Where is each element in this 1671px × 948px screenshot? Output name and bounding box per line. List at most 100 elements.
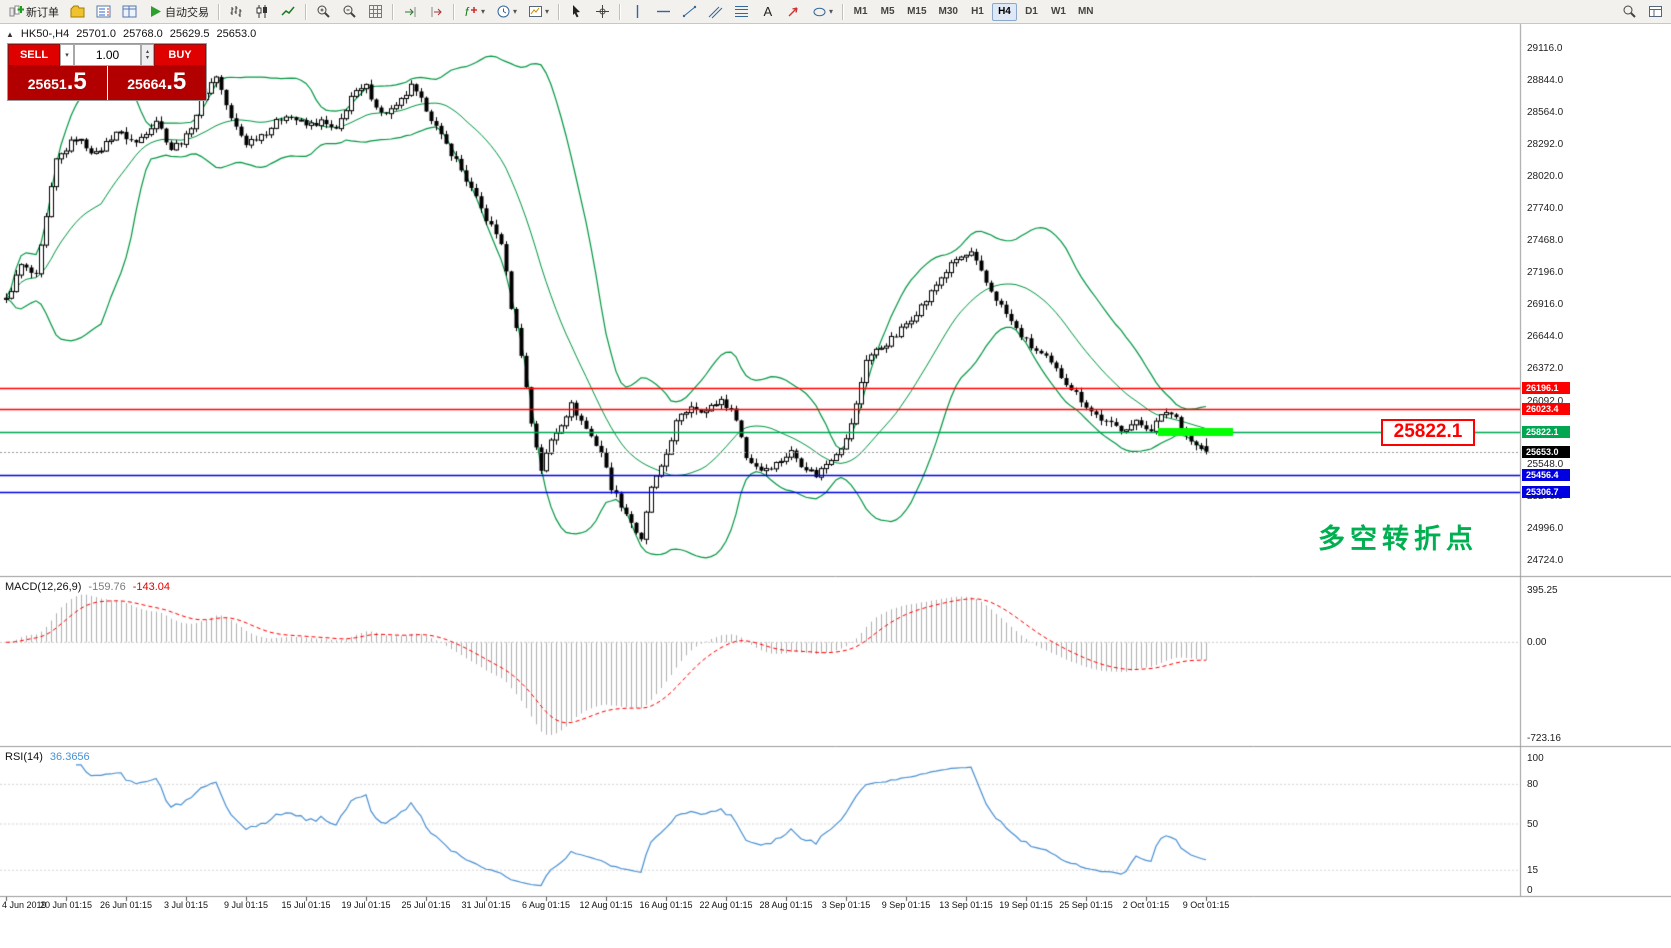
timeframe-m1-button[interactable]: M1 [848,3,873,21]
zoom-out-icon [341,4,357,20]
timeframe-h1-button[interactable]: H1 [965,3,990,21]
hline-icon [655,4,671,20]
buy-button[interactable]: BUY [154,44,206,66]
dropdown-arrow-icon: ▾ [513,7,518,16]
timeframe-m30-button[interactable]: M30 [934,3,963,21]
rsi-header: RSI(14) 36.3656 [5,751,90,763]
text-label-button[interactable]: A [755,2,779,22]
grid-icon [367,4,383,20]
candles-icon [254,4,270,20]
one-click-trading-panel: SELL ▾ 1.00 ▴ ▾ BUY 25651.5 25664.5 [8,44,206,100]
crosshair-icon [594,4,610,20]
autotrading-button[interactable]: 自动交易 [143,2,213,22]
vertical-line-button[interactable] [625,2,649,22]
timeframe-m5-button[interactable]: M5 [875,3,900,21]
play-icon [147,4,163,20]
macd-title: MACD(12,26,9) [5,581,82,593]
clock-icon [495,4,511,20]
toolbar-separator [619,3,621,20]
sell-price-base: 25651 [27,76,67,92]
profiles-icon [69,4,85,20]
svg-text:A: A [763,4,772,19]
fibonacci-button[interactable] [729,2,753,22]
macd-header: MACD(12,26,9) -159.76 -143.04 [5,581,170,593]
grid-button[interactable] [363,2,387,22]
timeframe-mn-button[interactable]: MN [1073,3,1099,21]
timeframe-w1-button[interactable]: W1 [1046,3,1071,21]
search-icon [1621,4,1637,20]
dropdown-arrow-icon: ▾ [545,7,550,16]
cursor-icon [568,4,584,20]
chart-shift-button[interactable] [424,2,448,22]
line-icon [280,4,296,20]
trendline-button[interactable] [677,2,701,22]
price-callout-label[interactable]: 25822.1 [1381,418,1475,446]
data-window-button[interactable] [117,2,141,22]
svg-text:f: f [465,5,470,19]
layout-button[interactable] [1643,2,1667,22]
arrows-button[interactable] [781,2,805,22]
shapes-button[interactable]: ▾ [807,2,837,22]
toolbar-separator [218,3,219,20]
volume-stepper[interactable]: ▴ ▾ [141,44,154,66]
buy-price-big: .5 [166,68,187,95]
dropdown-arrow-icon: ▾ [481,7,486,16]
ohlc-high: 25768.0 [122,28,163,40]
zoom-in-button[interactable] [311,2,335,22]
shapes-icon [811,4,827,20]
zoom-in-icon [315,4,331,20]
new-order-icon [8,4,24,20]
cursor-button[interactable] [564,2,588,22]
sell-button[interactable]: SELL [8,44,60,66]
buy-price-display[interactable]: 25664.5 [107,66,206,100]
toolbar-separator [305,3,306,20]
templates-button[interactable]: ▾ [523,2,553,22]
market-watch-button[interactable] [91,2,115,22]
text-icon: A [759,4,775,20]
new-order-button[interactable]: 新订单 [4,2,63,22]
layout-icon [1647,4,1663,20]
fibonacci-icon [733,4,749,20]
zoom-out-button[interactable] [337,2,361,22]
channel-icon [707,4,723,20]
autotrading-button-label: 自动交易 [165,6,209,19]
rsi-value: 36.3656 [49,751,90,763]
trendline-icon [681,4,697,20]
indicators-button[interactable]: f ▾ [459,2,489,22]
macd-main-value: -159.76 [88,581,126,593]
volume-up-icon[interactable]: ▴ [145,49,149,55]
auto-scroll-icon [402,4,418,20]
periods-button[interactable]: ▾ [491,2,521,22]
volume-input[interactable]: 1.00 [74,44,141,66]
template-icon [527,4,543,20]
ohlc-open: 25701.0 [76,28,116,40]
timeframe-d1-button[interactable]: D1 [1019,3,1044,21]
order-type-dropdown[interactable]: ▾ [60,44,74,66]
toolbar-separator [558,3,560,20]
toolbar-separator [392,3,393,20]
indicators-icon: f [463,4,479,20]
crosshair-button[interactable] [590,2,614,22]
dropdown-arrow-icon: ▾ [829,7,834,16]
line-chart-button[interactable] [276,2,300,22]
chart-shift-icon [428,4,444,20]
ohlc-close: 25653.0 [216,28,257,40]
vline-icon [629,4,645,20]
chinese-annotation[interactable]: 多空转折点 [1318,523,1478,555]
timeframe-m15-button[interactable]: M15 [902,3,931,21]
candlestick-chart-button[interactable] [250,2,274,22]
volume-down-icon[interactable]: ▾ [145,55,149,61]
search-button[interactable] [1617,2,1641,22]
toolbar-separator [842,3,844,20]
timeframe-h4-button[interactable]: H4 [991,2,1017,21]
bar-chart-button[interactable] [224,2,248,22]
horizontal-line-button[interactable] [651,2,675,22]
one-click-toggle-icon[interactable]: ▲ [6,29,14,39]
auto-scroll-button[interactable] [398,2,422,22]
profiles-button[interactable] [65,2,89,22]
data-window-icon [121,4,137,20]
sell-price-display[interactable]: 25651.5 [8,66,107,100]
channel-button[interactable] [703,2,727,22]
ohlc-low: 25629.5 [169,28,210,40]
